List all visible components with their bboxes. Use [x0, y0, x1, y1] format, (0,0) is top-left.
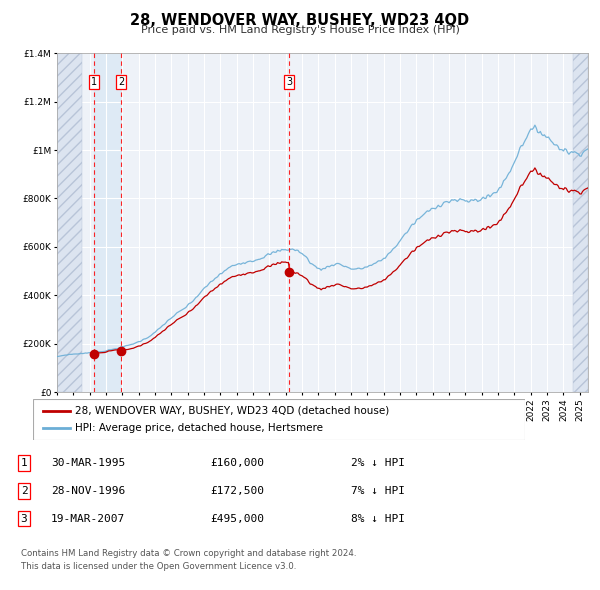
FancyBboxPatch shape [33, 399, 525, 440]
Text: 28-NOV-1996: 28-NOV-1996 [51, 486, 125, 496]
Bar [57, 53, 82, 392]
Bar [94, 53, 121, 392]
Text: 28, WENDOVER WAY, BUSHEY, WD23 4QD (detached house): 28, WENDOVER WAY, BUSHEY, WD23 4QD (deta… [75, 406, 389, 416]
Text: HPI: Average price, detached house, Hertsmere: HPI: Average price, detached house, Hert… [75, 423, 323, 433]
Text: £160,000: £160,000 [210, 458, 264, 468]
Text: 19-MAR-2007: 19-MAR-2007 [51, 514, 125, 523]
Text: 2% ↓ HPI: 2% ↓ HPI [351, 458, 405, 468]
Text: Price paid vs. HM Land Registry's House Price Index (HPI): Price paid vs. HM Land Registry's House … [140, 25, 460, 35]
Text: 1: 1 [20, 458, 28, 468]
Text: 1: 1 [91, 77, 97, 87]
Text: This data is licensed under the Open Government Licence v3.0.: This data is licensed under the Open Gov… [21, 562, 296, 571]
Text: 30-MAR-1995: 30-MAR-1995 [51, 458, 125, 468]
Text: Contains HM Land Registry data © Crown copyright and database right 2024.: Contains HM Land Registry data © Crown c… [21, 549, 356, 558]
Text: £495,000: £495,000 [210, 514, 264, 523]
Text: £172,500: £172,500 [210, 486, 264, 496]
Text: 8% ↓ HPI: 8% ↓ HPI [351, 514, 405, 523]
Text: 3: 3 [286, 77, 292, 87]
Text: 3: 3 [20, 514, 28, 523]
Bar [573, 53, 588, 392]
Text: 7% ↓ HPI: 7% ↓ HPI [351, 486, 405, 496]
Text: 2: 2 [118, 77, 124, 87]
Text: 28, WENDOVER WAY, BUSHEY, WD23 4QD: 28, WENDOVER WAY, BUSHEY, WD23 4QD [130, 13, 470, 28]
Text: 2: 2 [20, 486, 28, 496]
